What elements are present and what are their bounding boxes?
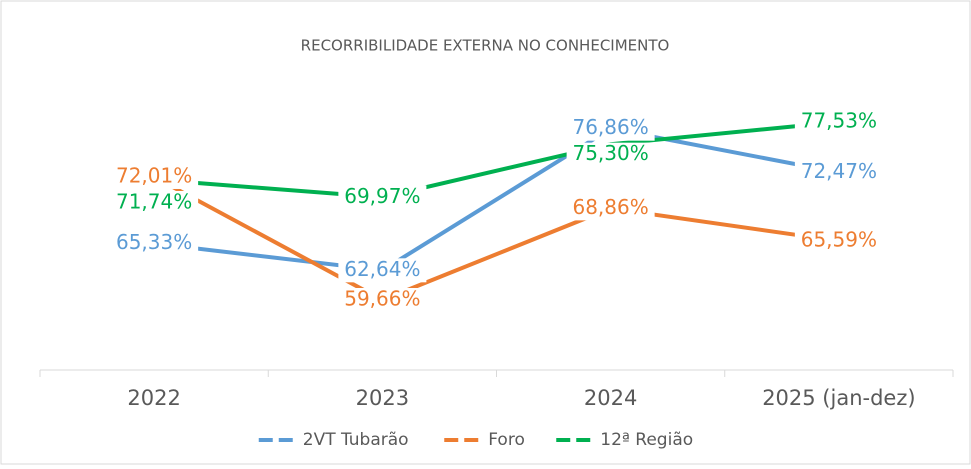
label-bg	[566, 142, 655, 167]
label-bg	[338, 258, 427, 283]
label-bg	[110, 190, 199, 215]
x-tick-label: 2025 (jan-dez)	[762, 386, 915, 410]
label-bg	[338, 185, 427, 210]
legend-label: Foro	[488, 430, 525, 450]
data-label: 75,30%	[572, 141, 648, 165]
series-line	[153, 175, 840, 303]
label-bg	[794, 228, 883, 253]
legend-label: 12ª Região	[600, 430, 693, 450]
data-label: 62,64%	[344, 257, 420, 281]
label-bg	[566, 196, 655, 221]
label-bg	[794, 110, 883, 134]
data-label: 76,86%	[572, 115, 648, 139]
label-bg	[110, 231, 199, 256]
label-bg	[338, 288, 427, 312]
label-bg	[566, 116, 655, 141]
label-bg	[794, 160, 883, 185]
x-tick-label: 2022	[127, 386, 180, 410]
data-label: 59,66%	[344, 287, 420, 311]
data-label: 72,47%	[801, 159, 877, 183]
data-label: 71,74%	[116, 189, 192, 213]
x-tick-label: 2023	[356, 386, 409, 410]
x-tick-label: 2024	[584, 386, 637, 410]
chart-title: RECORRIBILIDADE EXTERNA NO CONHECIMENTO	[301, 37, 670, 55]
data-label: 68,86%	[572, 195, 648, 219]
label-bg	[110, 164, 199, 189]
data-label: 65,59%	[801, 227, 877, 251]
series-line	[153, 120, 840, 200]
legend-label: 2VT Tubarão	[303, 430, 409, 450]
data-label: 69,97%	[344, 184, 420, 208]
data-label: 65,33%	[116, 230, 192, 254]
data-label: 77,53%	[801, 109, 877, 133]
data-label: 72,01%	[116, 163, 192, 187]
series-line	[153, 126, 840, 273]
